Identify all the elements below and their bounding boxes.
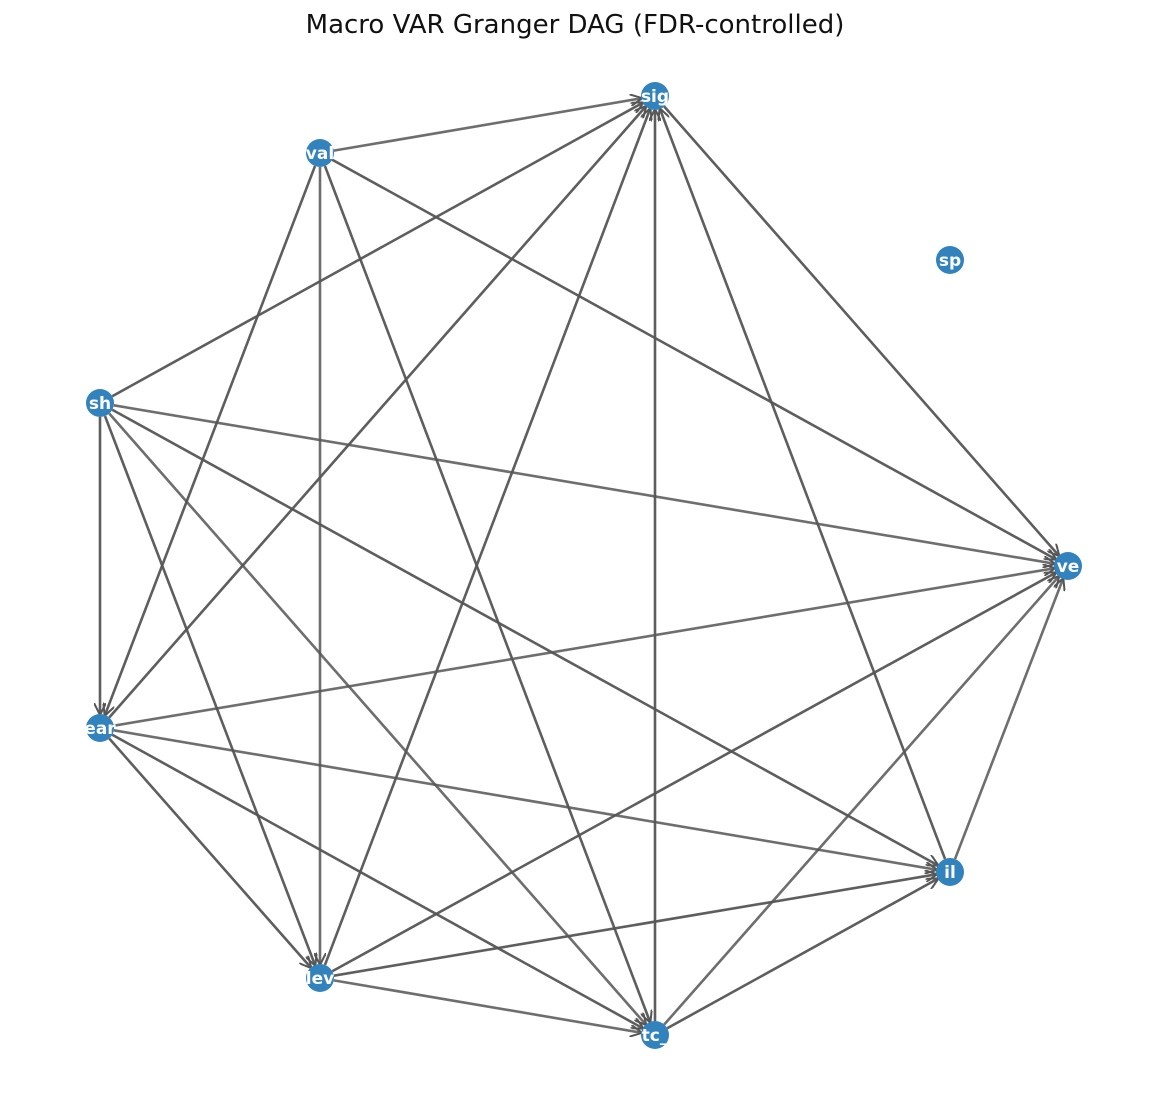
node-ear: ear (84, 714, 116, 742)
node-val: val (306, 139, 334, 167)
edge-val-to-ear (105, 165, 317, 715)
node-label: sh (89, 394, 111, 414)
edge-ear-to-ve (113, 568, 1054, 727)
edge-il-to-sig (660, 109, 947, 860)
node-label: sig (641, 87, 669, 107)
node-label: ve (1057, 557, 1080, 577)
edge-val-to-tc (323, 165, 650, 1022)
edges-layer (100, 98, 1063, 1032)
node-circle (306, 139, 334, 167)
edge-il-to-ve (953, 579, 1063, 860)
edge-tc-to-ve (663, 577, 1058, 1026)
node-circle (306, 964, 334, 992)
edge-tc-to-il (666, 879, 937, 1030)
edge-lev-to-il (333, 874, 936, 977)
node-label: val (306, 144, 334, 164)
node-circle (936, 246, 964, 274)
edge-ear-to-il (113, 729, 936, 869)
node-circle (641, 1021, 669, 1049)
edge-sh-to-ve (113, 404, 1054, 563)
nodes-layer: sig val sh ear lev tc_ il ve sp (84, 82, 1082, 1049)
node-circle (86, 714, 114, 742)
node-circle (936, 858, 964, 886)
edge-ear-to-lev (108, 737, 311, 968)
edge-lev-to-sig (323, 109, 650, 966)
node-lev: lev (306, 964, 334, 992)
edge-ear-to-sig (108, 107, 646, 719)
edge-val-to-ve (331, 158, 1055, 559)
node-tc: tc_ (641, 1021, 669, 1049)
node-label: ear (84, 719, 116, 739)
edge-lev-to-ve (331, 573, 1055, 973)
node-sig: sig (641, 82, 669, 110)
edge-sh-to-tc (108, 412, 646, 1025)
node-label: sp (939, 251, 961, 271)
edge-lev-to-tc (333, 979, 641, 1032)
node-ve: ve (1054, 552, 1082, 580)
page-title: Macro VAR Granger DAG (FDR-controlled) (305, 10, 845, 40)
node-label: il (944, 863, 956, 883)
node-label: lev (306, 969, 334, 989)
node-circle (86, 389, 114, 417)
node-il: il (936, 858, 964, 886)
node-circle (641, 82, 669, 110)
edge-sh-to-sig (111, 103, 642, 398)
edge-ear-to-tc (111, 733, 642, 1028)
edge-val-to-sig (333, 98, 641, 152)
edge-sh-to-lev (103, 415, 315, 965)
edge-sh-to-il (111, 408, 937, 865)
node-sh: sh (86, 389, 114, 417)
node-sp: sp (936, 246, 964, 274)
edge-sig-to-ve (663, 105, 1059, 556)
node-label: tc_ (642, 1026, 669, 1046)
node-circle (1054, 552, 1082, 580)
